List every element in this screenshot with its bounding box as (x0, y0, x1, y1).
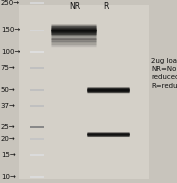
FancyBboxPatch shape (30, 29, 44, 31)
Text: 75→: 75→ (1, 65, 16, 71)
FancyBboxPatch shape (30, 154, 44, 156)
FancyBboxPatch shape (30, 51, 44, 53)
Text: 100→: 100→ (1, 49, 20, 55)
FancyBboxPatch shape (30, 89, 44, 91)
Text: 250→: 250→ (1, 0, 20, 6)
Text: NR: NR (69, 2, 80, 11)
FancyBboxPatch shape (19, 5, 149, 179)
Text: 20→: 20→ (1, 136, 16, 142)
Text: 15→: 15→ (1, 152, 16, 158)
FancyBboxPatch shape (30, 2, 44, 4)
Text: 150→: 150→ (1, 27, 20, 33)
Text: 37→: 37→ (1, 103, 16, 109)
Text: 25→: 25→ (1, 124, 16, 130)
FancyBboxPatch shape (30, 139, 44, 140)
Text: 2ug loading
NR=Non-
reduced
R=reduced: 2ug loading NR=Non- reduced R=reduced (151, 58, 177, 89)
FancyBboxPatch shape (30, 126, 44, 128)
FancyBboxPatch shape (30, 176, 44, 178)
Text: 50→: 50→ (1, 87, 16, 93)
FancyBboxPatch shape (30, 67, 44, 69)
Text: R: R (104, 2, 109, 11)
FancyBboxPatch shape (30, 105, 44, 107)
Text: 10→: 10→ (1, 174, 16, 180)
